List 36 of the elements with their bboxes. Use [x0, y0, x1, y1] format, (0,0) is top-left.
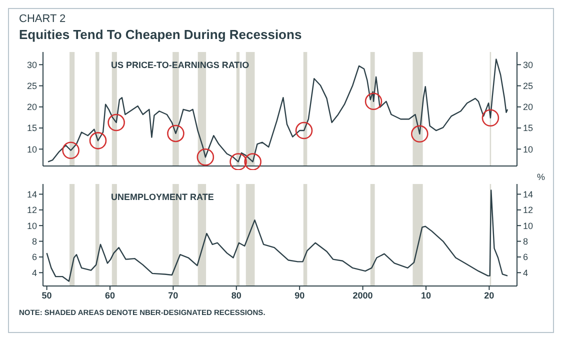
y2-tick-label: 12: [523, 205, 534, 216]
y2-tick-label: 20: [523, 102, 534, 112]
y-tick-label: 8: [32, 236, 37, 246]
x-tick-label: 90: [294, 290, 305, 300]
chart-subtitle: CHART 2: [19, 13, 67, 25]
y2-tick-label: 6: [523, 252, 528, 262]
x-tick-label: 2000: [352, 290, 373, 300]
y-tick-label: 4: [32, 268, 37, 278]
x-tick-label: 50: [42, 290, 52, 300]
x-tick-label: 80: [231, 290, 242, 300]
y-tick-label: 6: [32, 252, 37, 262]
x-tick-label: 10: [420, 290, 431, 300]
y2-tick-label: 10: [523, 220, 534, 231]
x-tick-label: 70: [168, 290, 178, 300]
y2-tick-label: 15: [523, 123, 534, 134]
y2-tick-label: 25: [523, 80, 534, 91]
y2-tick-label: 14: [523, 189, 534, 200]
y-tick-label: 30: [26, 60, 37, 70]
y-tick-label: 10: [26, 220, 37, 231]
y2-tick-label: 30: [523, 60, 534, 70]
y2-tick-label: 8: [523, 236, 528, 246]
y-tick-label: 15: [26, 123, 37, 134]
x-tick-label: 20: [484, 290, 494, 300]
text: UNEMPLOYMENT RATE: [111, 192, 214, 203]
y-tick-label: 25: [26, 80, 37, 91]
y2-tick-label: 10: [523, 144, 534, 154]
x-tick-label: 60: [104, 290, 115, 300]
y-tick-label: 14: [26, 189, 37, 200]
y2-tick-label: 4: [523, 268, 528, 278]
y-tick-label: 20: [26, 102, 37, 112]
chart-title: Equities Tend To Cheapen During Recessions: [19, 27, 303, 42]
y2-axis-title: %: [536, 172, 545, 182]
text: US PRICE-TO-EARNINGS RATIO: [111, 60, 250, 71]
line-series: [46, 190, 508, 282]
y-tick-label: 10: [26, 144, 37, 154]
y-tick-label: 12: [26, 205, 37, 216]
